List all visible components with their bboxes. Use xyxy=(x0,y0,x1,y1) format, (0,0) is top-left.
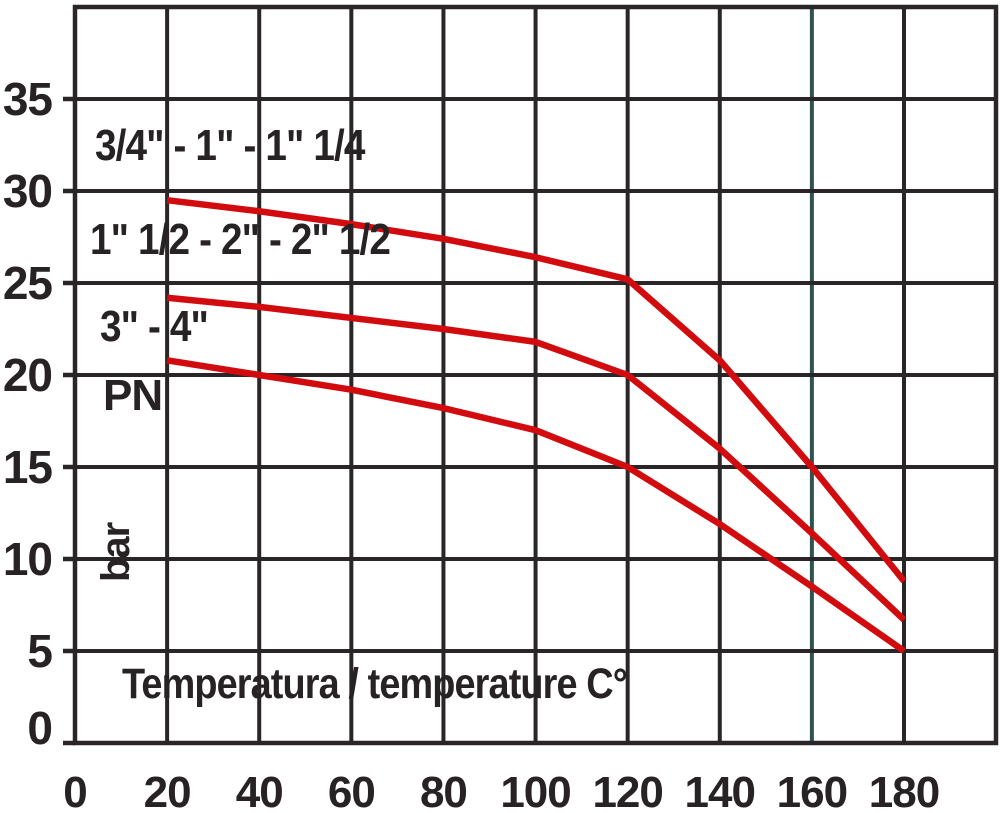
y-axis-pn-label: PN xyxy=(103,371,163,420)
x-tick-label-100: 100 xyxy=(500,768,571,813)
curve-series-3 xyxy=(166,357,906,654)
x-tick-label-40: 40 xyxy=(235,768,284,813)
curve-label-small-sizes: 3/4" - 1" - 1" 1/4 xyxy=(95,121,365,170)
x-tick-label-120: 120 xyxy=(592,768,663,813)
x-tick-label-80: 80 xyxy=(419,768,468,813)
curve-label-medium-sizes: 1" 1/2 - 2" - 2" 1/2 xyxy=(90,215,391,264)
y-tick-label-10: 10 xyxy=(2,533,53,585)
x-tick-label-0: 0 xyxy=(63,768,87,813)
y-tick-label-35: 35 xyxy=(2,73,53,125)
y-tick-label-5: 5 xyxy=(27,625,53,677)
curve-series-2 xyxy=(166,294,907,623)
plot-border xyxy=(72,4,999,746)
y-tick-label-30: 30 xyxy=(2,165,53,217)
y-axis-bar-unit-label: bar xyxy=(94,522,138,582)
y-tick-label-20: 20 xyxy=(2,349,53,401)
y-tick-label-0: 0 xyxy=(27,702,53,754)
x-tick-label-140: 140 xyxy=(684,768,756,813)
y-tick-label-25: 25 xyxy=(2,257,53,309)
curve-label-large-sizes: 3" - 4" xyxy=(100,302,209,351)
curve-series-1 xyxy=(166,196,907,584)
x-tick-label-60: 60 xyxy=(327,768,376,813)
y-tick-label-15: 15 xyxy=(2,441,53,493)
x-axis-title: Temperatura / temperature C° xyxy=(122,660,628,708)
x-tick-label-180: 180 xyxy=(868,768,940,813)
x-tick-label-160: 160 xyxy=(776,768,848,813)
x-tick-label-20: 20 xyxy=(143,768,192,813)
